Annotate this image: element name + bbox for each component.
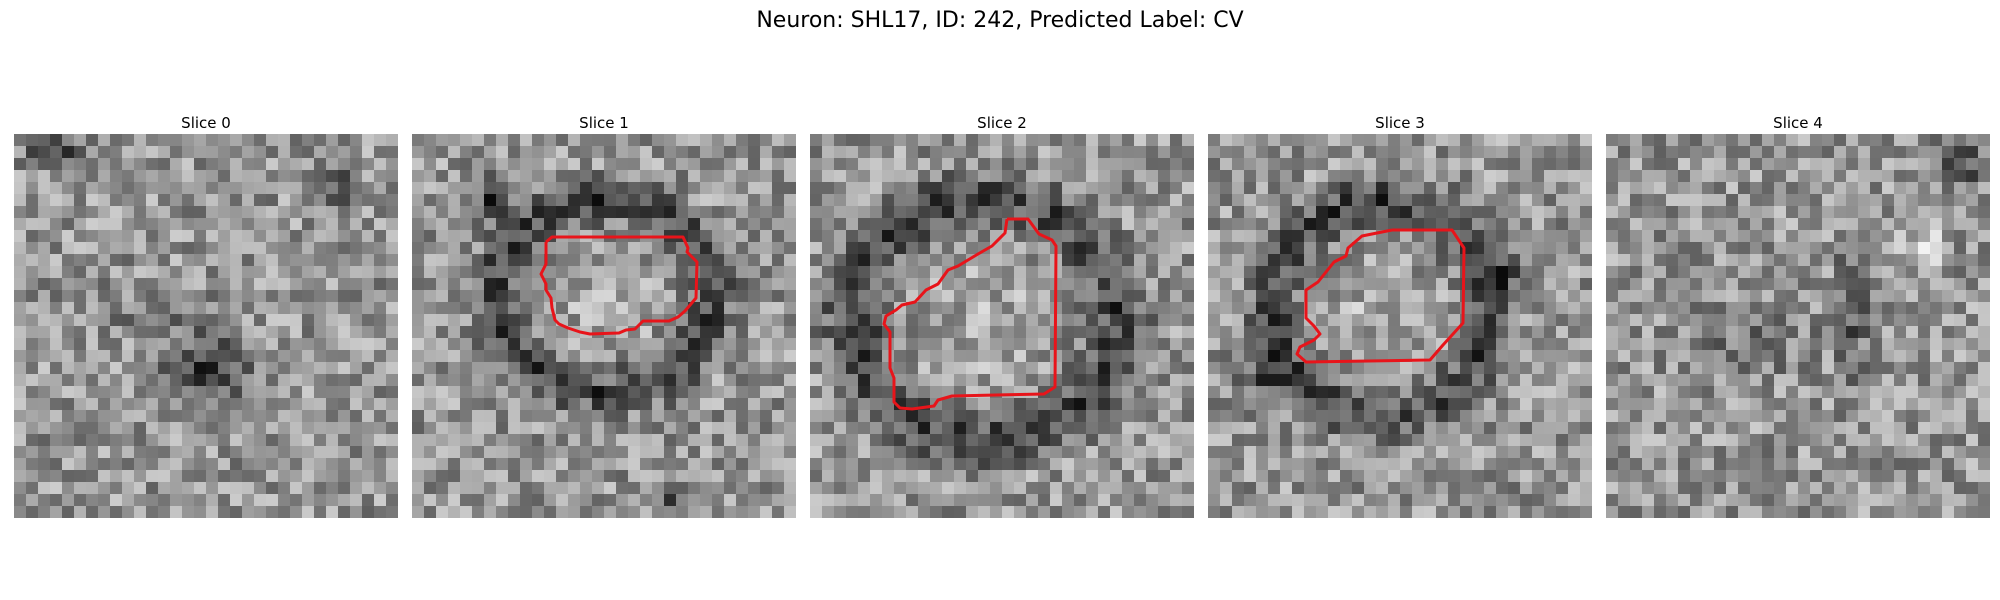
slice-title: Slice 3	[1208, 112, 1592, 134]
slice-panel-0: Slice 0	[14, 112, 398, 518]
slice-image	[1208, 134, 1592, 518]
slice-image	[1606, 134, 1990, 518]
slice-panel-3: Slice 3	[1208, 112, 1592, 518]
slice-title: Slice 4	[1606, 112, 1990, 134]
slice-image	[14, 134, 398, 518]
slice-title: Slice 0	[14, 112, 398, 134]
grayscale-slice-image	[14, 134, 398, 518]
grayscale-slice-image	[1606, 134, 1990, 518]
contour-overlay	[1208, 134, 1592, 518]
slice-image	[810, 134, 1194, 518]
segmentation-contour	[541, 237, 697, 334]
slice-panel-2: Slice 2	[810, 112, 1194, 518]
slice-title: Slice 1	[412, 112, 796, 134]
slice-image	[412, 134, 796, 518]
contour-overlay	[810, 134, 1194, 518]
slice-title: Slice 2	[810, 112, 1194, 134]
slice-panel-4: Slice 4	[1606, 112, 1990, 518]
segmentation-contour	[884, 219, 1056, 409]
contour-overlay	[412, 134, 796, 518]
figure-title: Neuron: SHL17, ID: 242, Predicted Label:…	[0, 8, 2000, 33]
slice-panel-1: Slice 1	[412, 112, 796, 518]
segmentation-contour	[1297, 230, 1464, 362]
